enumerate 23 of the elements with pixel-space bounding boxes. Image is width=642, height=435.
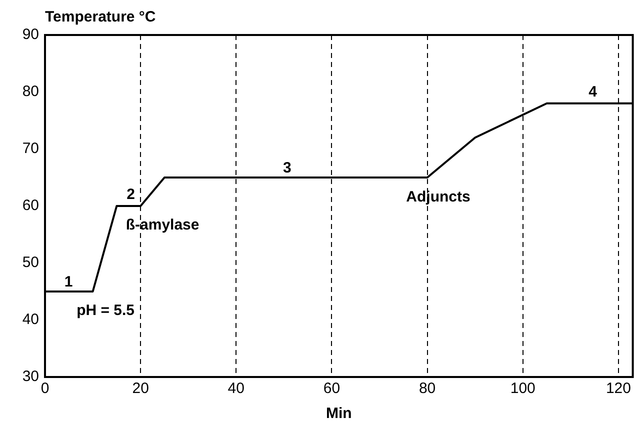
y-tick-label: 30 bbox=[22, 368, 39, 386]
x-tick-label: 120 bbox=[606, 380, 631, 398]
annotation: pH = 5.5 bbox=[76, 302, 135, 320]
annotation: 3 bbox=[283, 160, 292, 177]
y-tick-label: 90 bbox=[22, 26, 39, 44]
y-tick-label: 50 bbox=[22, 254, 39, 272]
annotation: ß-amylase bbox=[126, 216, 200, 234]
y-tick-label: 40 bbox=[22, 311, 39, 328]
annotation: 4 bbox=[588, 83, 598, 100]
annotation: Adjuncts bbox=[406, 188, 470, 206]
y-tick-label: 60 bbox=[22, 197, 39, 214]
y-tick-label: 80 bbox=[22, 83, 39, 100]
annotation: 1 bbox=[64, 273, 73, 290]
x-tick-label: 40 bbox=[228, 380, 244, 398]
x-tick-label: 60 bbox=[323, 380, 340, 398]
x-tick-label: 0 bbox=[40, 380, 50, 398]
annotation: 2 bbox=[126, 186, 135, 204]
y-axis-title: Temperature °C bbox=[45, 8, 156, 26]
y-tick-label: 70 bbox=[22, 140, 39, 158]
x-tick-label: 100 bbox=[510, 380, 536, 398]
x-axis-title: Min bbox=[326, 405, 352, 422]
x-tick-label: 20 bbox=[132, 380, 149, 398]
x-tick-label: 80 bbox=[418, 380, 436, 398]
